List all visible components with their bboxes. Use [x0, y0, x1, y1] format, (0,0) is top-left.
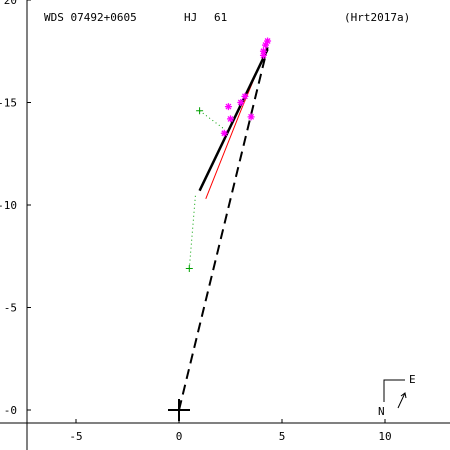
- compass-east-label: E: [409, 373, 416, 386]
- measure-star-point: [220, 129, 228, 137]
- measure-star-point: [241, 92, 249, 100]
- lines-layer: [178, 46, 269, 411]
- measure-star-point: [262, 41, 270, 49]
- measure-star-point: [224, 103, 232, 111]
- measure-star-point: [227, 115, 234, 123]
- x-tick-label: -5: [69, 430, 82, 443]
- measure-star-point: [264, 37, 272, 45]
- x-tick-label: 0: [176, 430, 183, 443]
- compass: N E: [378, 373, 416, 418]
- header-reference: (Hrt2017a): [344, 11, 410, 24]
- measure-star-point: [259, 47, 267, 55]
- measure-plus-point: [196, 107, 204, 115]
- primary-star-marker: [168, 399, 190, 421]
- x-tick-label: 10: [378, 430, 391, 443]
- header-discoverer: HJ: [184, 11, 197, 24]
- y-tick-label: -0: [4, 404, 17, 417]
- compass-axes: [383, 379, 405, 402]
- y-tick-label: -5: [4, 302, 17, 315]
- y-tick-label: 20: [4, 0, 17, 7]
- line-of-nodes: [178, 46, 269, 411]
- residual-link: [188, 194, 196, 269]
- measure-star-point: [259, 51, 267, 59]
- header-system: WDS 07492+0605: [44, 11, 137, 24]
- compass-north-label: N: [378, 405, 385, 418]
- measure-star-point: [237, 99, 245, 106]
- y-tick-label: -15: [0, 97, 17, 110]
- compass-arrowhead-icon: [400, 392, 407, 399]
- header-number: 61: [214, 11, 227, 24]
- marks-layer: [168, 37, 272, 421]
- y-tick-label: -10: [0, 199, 17, 212]
- compass-arrow-icon: [397, 392, 406, 409]
- measure-plus-point: [185, 265, 193, 273]
- measure-star-point: [247, 113, 255, 121]
- x-tick-label: 5: [279, 430, 286, 443]
- ticks-layer: -5 0 5 10 -0 -5 -10 -15 20: [0, 0, 392, 443]
- orbit-arc: [198, 48, 269, 192]
